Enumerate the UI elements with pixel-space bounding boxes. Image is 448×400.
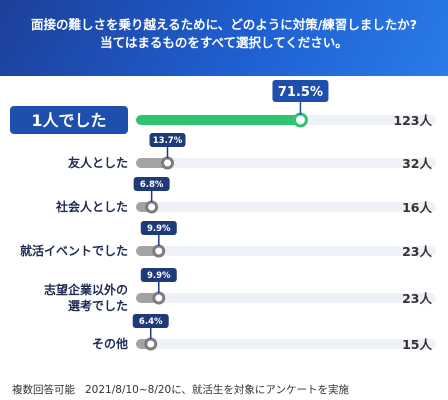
category-label: 志望企業以外の xyxy=(44,282,128,297)
category-label: 1人でした xyxy=(31,111,106,130)
value-tag xyxy=(140,221,177,235)
question-banner: 面接の難しさを乗り越えるために、どのように対策/練習しましたか? 当てはまるもの… xyxy=(0,0,448,76)
value-label: 6.8% xyxy=(140,180,164,190)
bar-end-dot xyxy=(152,291,166,305)
bar xyxy=(136,115,301,125)
count-label: 123人 xyxy=(393,113,432,128)
value-tag xyxy=(140,268,177,282)
category-label: 就活イベントでした xyxy=(20,243,128,258)
category-label: 選考でした xyxy=(68,298,128,313)
category-label: その他 xyxy=(92,336,128,351)
value-tag xyxy=(149,133,186,147)
bar-track xyxy=(136,246,436,256)
value-label: 71.5% xyxy=(278,85,323,100)
bar-track xyxy=(136,293,436,303)
footer-survey: 2021/8/10~8/20に、就活生を対象にアンケートを実施 xyxy=(85,383,349,396)
category-label: 友人とした xyxy=(67,155,128,170)
question-line-1: 面接の難しさを乗り越えるために、どのように対策/練習しましたか? xyxy=(30,17,418,32)
category-label: 社会人とした xyxy=(55,199,128,214)
value-label: 9.9% xyxy=(147,224,171,234)
bar-end-dot xyxy=(145,200,159,214)
value-label: 13.7% xyxy=(153,136,183,146)
count-label: 23人 xyxy=(402,244,432,259)
value-label: 6.4% xyxy=(139,317,163,327)
count-label: 15人 xyxy=(402,337,432,352)
bar-end-dot xyxy=(152,244,166,258)
bar-track xyxy=(136,339,436,349)
bar-track xyxy=(136,158,436,168)
highlight-label-box xyxy=(10,106,128,134)
count-label: 16人 xyxy=(402,200,432,215)
value-label: 9.9% xyxy=(147,271,171,281)
count-label: 23人 xyxy=(402,291,432,306)
bar-track xyxy=(136,202,436,212)
bar-end-dot xyxy=(161,156,175,170)
bar-end-dot xyxy=(292,112,308,128)
footer: 複数回答可能 2021/8/10~8/20に、就活生を対象にアンケートを実施 xyxy=(0,378,448,400)
value-tag xyxy=(132,314,169,328)
bar-end-dot xyxy=(144,337,158,351)
bar xyxy=(136,158,168,168)
bar-chart: 71.5% 123人 1人でした 13.7% 32人 友人とした 6.8% 16人 社会人とした… xyxy=(10,80,436,352)
count-label: 32人 xyxy=(402,156,432,171)
question-line-2: 当てはまるものをすべて選択してください。 xyxy=(100,35,348,50)
value-tag xyxy=(133,177,170,191)
value-tag xyxy=(272,80,329,102)
footer-note: 複数回答可能 xyxy=(12,383,75,396)
